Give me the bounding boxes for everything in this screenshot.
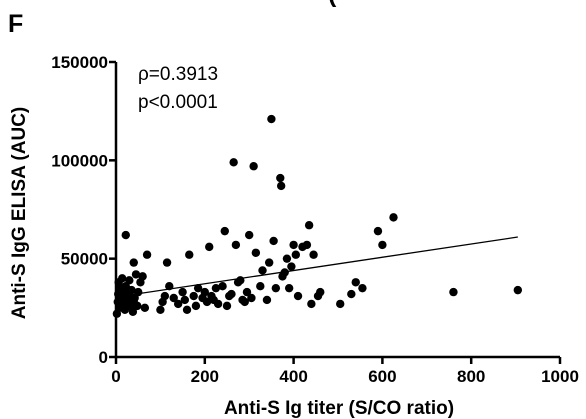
- panel-header-fragment: (: [328, 0, 337, 8]
- data-point: [287, 262, 296, 271]
- data-point: [182, 305, 192, 314]
- data-point: [240, 297, 249, 307]
- data-point: [185, 250, 194, 259]
- data-point: [125, 276, 134, 285]
- data-point: [180, 295, 190, 305]
- x-tick-label: 400: [279, 367, 307, 386]
- data-point: [129, 258, 138, 267]
- y-tick-label: 100000: [51, 151, 108, 170]
- data-point: [389, 213, 398, 222]
- x-tick-label: 200: [191, 367, 219, 386]
- data-point: [249, 162, 258, 171]
- data-point: [251, 248, 261, 257]
- data-point: [280, 268, 289, 277]
- data-point: [271, 283, 281, 293]
- data-point: [169, 293, 178, 303]
- data-point: [127, 285, 136, 295]
- y-tick-label: 0: [99, 348, 108, 367]
- y-axis-title: Anti-S IgG ELISA (AUC): [9, 107, 30, 320]
- data-point: [165, 282, 174, 291]
- x-tick-label: 800: [457, 367, 485, 386]
- data-point: [200, 287, 209, 297]
- data-point: [213, 299, 223, 309]
- data-point: [162, 258, 172, 267]
- x-tick-label: 1000: [541, 367, 579, 386]
- data-point: [229, 158, 238, 167]
- y-tick-label: 150000: [51, 53, 108, 72]
- data-point: [218, 282, 227, 291]
- data-point: [293, 291, 303, 301]
- data-point: [245, 230, 254, 240]
- data-point: [236, 276, 245, 285]
- trendline-group: [115, 236, 518, 298]
- y-tick-label: 50000: [61, 250, 108, 269]
- rho-annotation: ρ=0.3913: [138, 64, 218, 85]
- data-point: [202, 297, 212, 307]
- data-point: [351, 278, 360, 287]
- data-point: [269, 236, 278, 246]
- data-point: [267, 114, 276, 124]
- data-point: [227, 289, 236, 299]
- data-point: [118, 274, 127, 283]
- data-points: [112, 114, 523, 318]
- data-point: [121, 230, 130, 240]
- data-point: [302, 240, 312, 250]
- data-point: [276, 181, 286, 191]
- data-point: [347, 289, 356, 299]
- data-point: [316, 287, 325, 297]
- data-point: [220, 226, 229, 236]
- data-point: [309, 250, 318, 259]
- data-point: [131, 270, 141, 279]
- data-point: [133, 301, 142, 311]
- data-point: [140, 303, 150, 313]
- data-point: [307, 299, 316, 309]
- data-point: [373, 226, 383, 236]
- data-point: [231, 240, 241, 250]
- data-point: [262, 295, 272, 305]
- data-point: [134, 287, 143, 297]
- data-point: [205, 242, 214, 252]
- data-point: [258, 266, 267, 275]
- x-axis-ticks: 0 200 400 600 800 1000: [111, 357, 579, 386]
- data-point: [276, 173, 285, 183]
- data-point: [173, 299, 183, 309]
- data-point: [449, 287, 458, 297]
- data-point: [211, 283, 221, 293]
- regression-line: [115, 236, 518, 298]
- data-point: [378, 240, 387, 250]
- x-tick-label: 0: [111, 367, 120, 386]
- data-point: [264, 258, 274, 267]
- data-point: [282, 254, 292, 263]
- data-point: [304, 221, 314, 230]
- x-tick-label: 600: [368, 367, 396, 386]
- data-point: [513, 285, 523, 295]
- data-point: [222, 301, 232, 311]
- x-axis-title: Anti-S Ig titer (S/CO ratio): [224, 398, 454, 419]
- data-point: [189, 291, 198, 301]
- y-axis-ticks: 0 50000 100000 150000: [51, 53, 116, 367]
- p-value-annotation: p<0.0001: [138, 92, 218, 113]
- data-point: [142, 250, 152, 259]
- data-point: [291, 250, 301, 259]
- data-point: [128, 307, 138, 316]
- data-point: [289, 240, 298, 250]
- data-point: [358, 283, 367, 293]
- data-point: [242, 287, 252, 297]
- data-point: [191, 301, 201, 311]
- data-point: [156, 305, 165, 314]
- data-point: [284, 283, 294, 293]
- data-point: [247, 293, 256, 303]
- data-point: [138, 272, 147, 281]
- data-point: [256, 282, 265, 291]
- data-point: [193, 283, 203, 293]
- panel-label: F: [8, 10, 23, 38]
- data-point: [336, 299, 345, 309]
- data-point: [160, 291, 170, 301]
- data-point: [178, 287, 187, 297]
